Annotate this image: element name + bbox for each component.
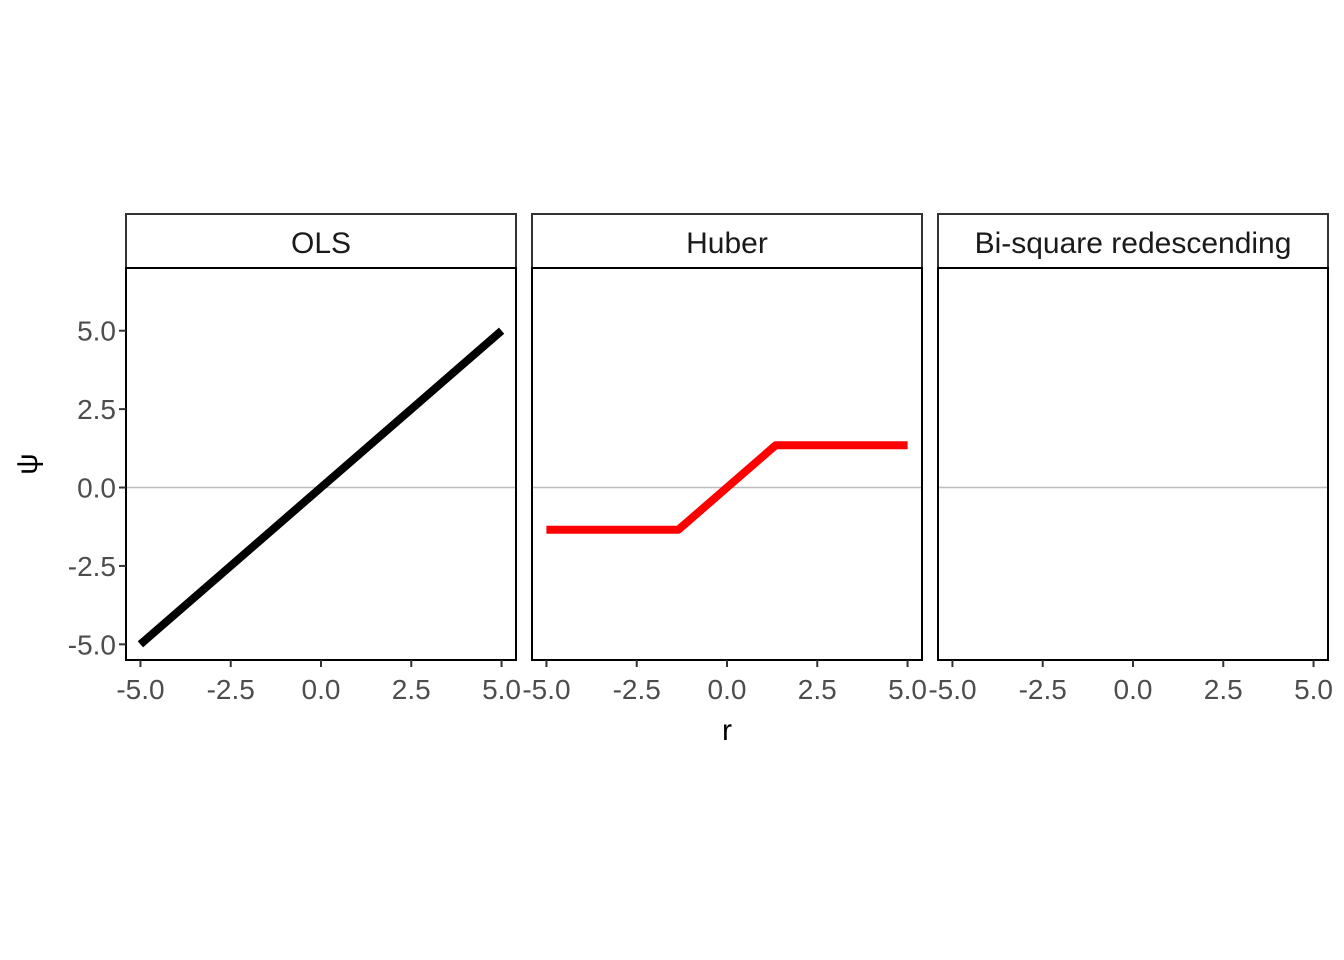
psi-series-line: [546, 441, 908, 534]
panel-1: Huber -5.0 -2.5 0.0 2.5 5.0: [522, 213, 927, 705]
x-tick-label: 5.0: [888, 674, 927, 705]
plot-background: [938, 268, 1328, 660]
y-tick-label: 0.0: [77, 473, 116, 504]
y-tick-label: 2.5: [77, 394, 116, 425]
plot-background: [532, 268, 922, 660]
x-tick-label: 0.0: [708, 674, 747, 705]
strip-label: OLS: [291, 227, 351, 260]
strip-box: [937, 213, 1329, 269]
x-tick-label: 0.0: [302, 674, 341, 705]
psi-series-line: [137, 327, 505, 648]
x-tick-label: -2.5: [1019, 674, 1067, 705]
x-tick-label: -5.0: [522, 674, 570, 705]
panels-layer: OLS-5.0 -2.5 0.0 2.5 5.0-5.0-2.50.02.55.0Hub…: [68, 213, 1333, 705]
x-tick-label: 5.0: [1294, 674, 1333, 705]
panel-0: OLS -5.0 -2.5 0.0 2.5 5.0 -5.0 -2.5 0.0 2.5 5.0: [68, 213, 521, 705]
y-tick-label: 5.0: [77, 316, 116, 347]
strip-box: [125, 213, 517, 269]
x-tick-label: 2.5: [1204, 674, 1243, 705]
x-tick-label: -5.0: [116, 674, 164, 705]
strip-label: Huber: [686, 227, 768, 260]
x-tick-label: -5.0: [928, 674, 976, 705]
strip-label: Bi-square redescending: [975, 227, 1292, 260]
x-tick-label: 0.0: [1114, 674, 1153, 705]
x-tick-label: -2.5: [207, 674, 255, 705]
x-axis-title: r: [722, 714, 732, 747]
x-tick-label: 5.0: [482, 674, 521, 705]
panel-2: Bi-square redescending -5.0 -2.5 0.0 2.5 5.0: [928, 213, 1333, 705]
y-tick-label: -5.0: [68, 629, 116, 660]
y-axis-title: ψ: [11, 453, 44, 474]
plot-background: [126, 268, 516, 660]
y-tick-label: -2.5: [68, 551, 116, 582]
x-tick-label: 2.5: [798, 674, 837, 705]
x-tick-label: 2.5: [392, 674, 431, 705]
x-tick-label: -2.5: [613, 674, 661, 705]
